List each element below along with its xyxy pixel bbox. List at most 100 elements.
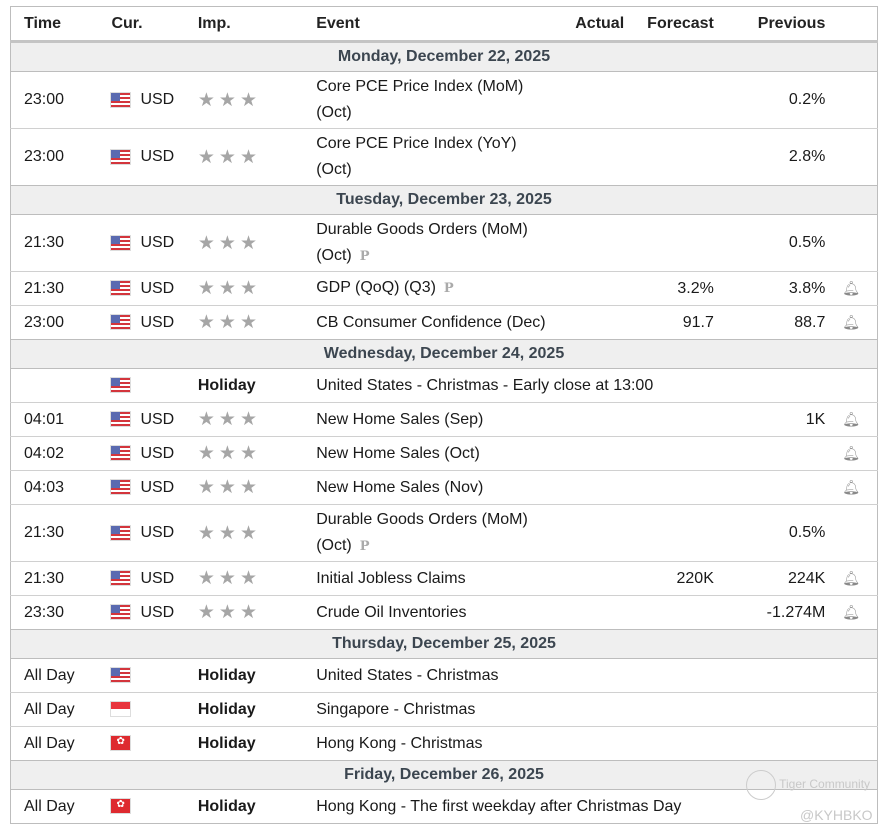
event-row[interactable]: 21:30 USD ★★★ Durable Goods Orders (MoM)… <box>10 504 878 562</box>
importance-stars: ★★★ <box>198 233 261 254</box>
event-time: 21:30 <box>10 504 112 562</box>
star-icon: ★ <box>197 146 219 168</box>
event-row[interactable]: 04:02 USD ★★★ New Home Sales (Oct) 🔔︎ <box>10 436 878 471</box>
currency: USD <box>140 148 175 165</box>
star-icon: ★ <box>218 278 240 299</box>
event-time: 04:03 <box>10 470 112 505</box>
actual-value <box>554 305 625 340</box>
star-icon: ★ <box>197 278 219 299</box>
previous-value: 0.5% <box>713 214 826 272</box>
event-time: 21:30 <box>10 271 112 306</box>
previous-value: 3.8% <box>713 271 826 306</box>
currency: USD <box>140 444 175 462</box>
header-previous[interactable]: Previous <box>713 6 826 43</box>
date-label: Wednesday, December 24, 2025 <box>10 339 878 369</box>
importance-stars: ★★★ <box>198 568 261 589</box>
event-name[interactable]: Hong Kong - The first weekday after Chri… <box>316 797 682 815</box>
previous-value: 88.7 <box>713 305 826 340</box>
hk-flag-icon <box>111 736 131 751</box>
event-name[interactable]: United States - Christmas - Early close … <box>316 376 654 394</box>
event-row[interactable]: 04:03 USD ★★★ New Home Sales (Nov) 🔔︎ <box>10 470 878 505</box>
event-name[interactable]: CB Consumer Confidence (Dec) <box>316 313 546 331</box>
star-icon: ★ <box>218 522 240 544</box>
event-name[interactable]: Core PCE Price Index (MoM) <box>316 78 524 95</box>
actual-value <box>554 128 625 186</box>
event-row[interactable]: All Day Holiday Singapore - Christmas <box>10 692 878 727</box>
event-row[interactable]: 21:30 USD ★★★ Durable Goods Orders (MoM)… <box>10 214 878 272</box>
event-name[interactable]: Initial Jobless Claims <box>316 569 466 587</box>
event-time: 23:00 <box>10 128 112 186</box>
event-row[interactable]: All Day Holiday Hong Kong - The first we… <box>10 789 878 824</box>
event-time <box>10 368 112 403</box>
us-flag-icon <box>111 315 131 330</box>
date-header-row: Monday, December 22, 2025 <box>10 41 878 72</box>
currency: USD <box>140 478 175 496</box>
header-forecast[interactable]: Forecast <box>624 6 714 43</box>
header-currency[interactable]: Cur. <box>111 6 198 43</box>
header-actual[interactable]: Actual <box>554 6 625 43</box>
forecast-value <box>624 436 714 471</box>
event-name[interactable]: Durable Goods Orders (MoM) <box>316 220 528 238</box>
event-row[interactable]: 23:00 USD ★★★ CB Consumer Confidence (De… <box>10 305 878 340</box>
event-name[interactable]: United States - Christmas <box>316 666 499 684</box>
star-icon: ★ <box>218 232 240 254</box>
importance-stars: ★★★ <box>198 312 261 333</box>
event-name[interactable]: Crude Oil Inventories <box>316 603 467 621</box>
bell-alert-icon[interactable]: 🔔︎ <box>842 569 861 586</box>
bell-alert-icon[interactable]: 🔔︎ <box>842 313 861 330</box>
event-time: 23:00 <box>10 305 112 340</box>
event-row[interactable]: 23:00 USD ★★★ Core PCE Price Index (MoM)… <box>10 71 878 129</box>
us-flag-icon <box>111 668 131 683</box>
bell-alert-icon[interactable]: 🔔︎ <box>842 279 861 296</box>
date-header-row: Wednesday, December 24, 2025 <box>10 339 878 369</box>
star-icon: ★ <box>239 146 261 168</box>
importance-stars: ★★★ <box>198 278 261 299</box>
bell-alert-icon[interactable]: 🔔︎ <box>842 478 861 495</box>
event-name[interactable]: Hong Kong - Christmas <box>316 734 483 752</box>
sg-flag-icon <box>111 702 131 717</box>
event-row[interactable]: Holiday United States - Christmas - Earl… <box>10 368 878 403</box>
holiday-label: Holiday <box>197 700 256 718</box>
actual-value <box>554 504 625 562</box>
event-name[interactable]: Core PCE Price Index (YoY) <box>316 135 517 152</box>
event-name[interactable]: New Home Sales (Nov) <box>316 478 484 496</box>
holiday-label: Holiday <box>197 797 256 815</box>
event-time: 21:30 <box>10 561 112 596</box>
forecast-value <box>624 402 714 437</box>
star-icon: ★ <box>197 232 219 254</box>
bell-alert-icon[interactable]: 🔔︎ <box>842 603 861 620</box>
bell-alert-icon[interactable]: 🔔︎ <box>842 444 861 461</box>
importance-stars: ★★★ <box>198 409 261 430</box>
event-row[interactable]: 23:00 USD ★★★ Core PCE Price Index (YoY)… <box>10 128 878 186</box>
us-flag-icon <box>111 446 131 461</box>
watermark-user: @KYHBKO <box>800 807 873 823</box>
holiday-label: Holiday <box>197 734 256 752</box>
header-time[interactable]: Time <box>10 6 112 43</box>
event-row[interactable]: All Day Holiday Hong Kong - Christmas <box>10 726 878 761</box>
event-period: (Oct) <box>316 246 352 264</box>
date-label: Monday, December 22, 2025 <box>10 41 878 72</box>
event-row[interactable]: 23:30 USD ★★★ Crude Oil Inventories -1.2… <box>10 595 878 630</box>
event-name[interactable]: GDP (QoQ) (Q3) <box>316 279 436 296</box>
event-row[interactable]: 21:30 USD ★★★ GDP (QoQ) (Q3) P 3.2% 3.8% … <box>10 271 878 306</box>
event-row[interactable]: 04:01 USD ★★★ New Home Sales (Sep) 1K 🔔︎ <box>10 402 878 437</box>
us-flag-icon <box>111 149 131 164</box>
forecast-value <box>624 128 714 186</box>
bell-alert-icon[interactable]: 🔔︎ <box>842 410 861 427</box>
event-name[interactable]: Singapore - Christmas <box>316 700 476 718</box>
importance-stars: ★★★ <box>198 443 261 464</box>
forecast-value <box>624 71 714 129</box>
event-row[interactable]: All Day Holiday United States - Christma… <box>10 658 878 693</box>
event-row[interactable]: 21:30 USD ★★★ Initial Jobless Claims 220… <box>10 561 878 596</box>
event-name[interactable]: Durable Goods Orders (MoM) <box>316 510 528 528</box>
event-name[interactable]: New Home Sales (Oct) <box>316 444 480 462</box>
header-event[interactable]: Event <box>316 6 555 43</box>
event-time: 04:01 <box>10 402 112 437</box>
previous-value: 0.2% <box>713 71 826 129</box>
event-period: (Oct) <box>316 536 352 554</box>
star-icon: ★ <box>197 443 219 464</box>
event-name[interactable]: New Home Sales (Sep) <box>316 410 484 428</box>
header-importance[interactable]: Imp. <box>197 6 317 43</box>
us-flag-icon <box>111 412 131 427</box>
star-icon: ★ <box>218 477 240 498</box>
